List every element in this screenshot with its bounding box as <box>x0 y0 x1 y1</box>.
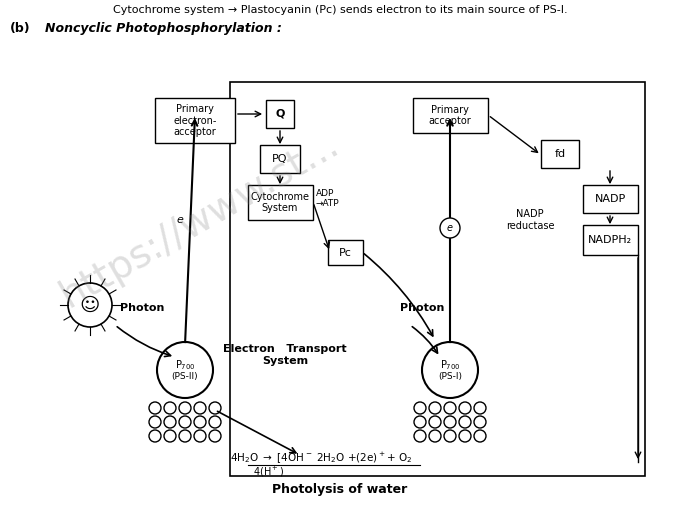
Text: Photolysis of water: Photolysis of water <box>273 483 407 496</box>
Text: 4H$_2$O $\rightarrow$ [4OH$^-$ 2H$_2$O +(2e)$^+$+ O$_2$: 4H$_2$O $\rightarrow$ [4OH$^-$ 2H$_2$O +… <box>230 450 412 465</box>
Circle shape <box>459 430 471 442</box>
Circle shape <box>179 402 191 414</box>
Text: Cytochrome
System: Cytochrome System <box>250 192 309 213</box>
FancyBboxPatch shape <box>266 100 294 128</box>
FancyBboxPatch shape <box>541 140 579 168</box>
Circle shape <box>444 430 456 442</box>
FancyBboxPatch shape <box>155 98 235 143</box>
Circle shape <box>194 402 206 414</box>
Text: ADP: ADP <box>316 188 335 198</box>
FancyBboxPatch shape <box>260 145 300 173</box>
Text: Primary
acceptor: Primary acceptor <box>428 105 471 126</box>
Text: NADPH₂: NADPH₂ <box>588 235 632 245</box>
Circle shape <box>164 402 176 414</box>
Text: (b): (b) <box>10 22 31 35</box>
FancyBboxPatch shape <box>248 185 313 220</box>
FancyBboxPatch shape <box>583 185 638 213</box>
Text: Primary
electron-
acceptor: Primary electron- acceptor <box>173 104 217 137</box>
Text: Photon: Photon <box>120 303 165 313</box>
Circle shape <box>194 430 206 442</box>
Circle shape <box>459 416 471 428</box>
Circle shape <box>149 430 161 442</box>
Text: fd: fd <box>554 149 566 159</box>
Text: 4(H$^+$): 4(H$^+$) <box>253 465 284 479</box>
FancyBboxPatch shape <box>413 98 488 133</box>
Circle shape <box>68 283 112 327</box>
Text: Q: Q <box>275 109 285 119</box>
Circle shape <box>414 402 426 414</box>
Text: PQ: PQ <box>272 154 288 164</box>
Text: ☺: ☺ <box>80 296 100 314</box>
Circle shape <box>209 430 221 442</box>
Text: NADP
reductase: NADP reductase <box>506 209 554 231</box>
Text: NADP: NADP <box>594 194 626 204</box>
Circle shape <box>179 430 191 442</box>
Circle shape <box>164 430 176 442</box>
Circle shape <box>444 416 456 428</box>
Circle shape <box>414 416 426 428</box>
FancyBboxPatch shape <box>328 240 362 265</box>
Circle shape <box>474 402 486 414</box>
Text: https://www.st...: https://www.st... <box>54 125 346 315</box>
Circle shape <box>149 416 161 428</box>
Circle shape <box>157 342 213 398</box>
Circle shape <box>209 416 221 428</box>
Circle shape <box>149 402 161 414</box>
Text: Cytochrome system → Plastocyanin (Pc) sends electron to its main source of PS-I.: Cytochrome system → Plastocyanin (Pc) se… <box>113 5 567 15</box>
Circle shape <box>179 416 191 428</box>
Text: (PS-I): (PS-I) <box>438 372 462 380</box>
Circle shape <box>209 402 221 414</box>
Text: Photon: Photon <box>400 303 444 313</box>
FancyBboxPatch shape <box>583 225 638 255</box>
Circle shape <box>414 430 426 442</box>
Circle shape <box>474 430 486 442</box>
Circle shape <box>440 218 460 238</box>
Circle shape <box>429 430 441 442</box>
Circle shape <box>429 402 441 414</box>
Circle shape <box>429 416 441 428</box>
Text: (PS-II): (PS-II) <box>171 372 199 380</box>
Text: $\mathregular{P_{700}}$: $\mathregular{P_{700}}$ <box>440 358 460 372</box>
Text: $\mathregular{P_{700}}$: $\mathregular{P_{700}}$ <box>175 358 195 372</box>
Text: Electron   Transport
System: Electron Transport System <box>223 344 347 366</box>
Circle shape <box>474 416 486 428</box>
Text: Pc: Pc <box>339 248 352 257</box>
Circle shape <box>194 416 206 428</box>
Circle shape <box>444 402 456 414</box>
Text: e: e <box>447 223 453 233</box>
Text: e: e <box>176 215 183 225</box>
Text: →ATP: →ATP <box>316 199 339 207</box>
Text: Noncyclic Photophosphorylation :: Noncyclic Photophosphorylation : <box>45 22 282 35</box>
Circle shape <box>164 416 176 428</box>
Circle shape <box>459 402 471 414</box>
Circle shape <box>422 342 478 398</box>
